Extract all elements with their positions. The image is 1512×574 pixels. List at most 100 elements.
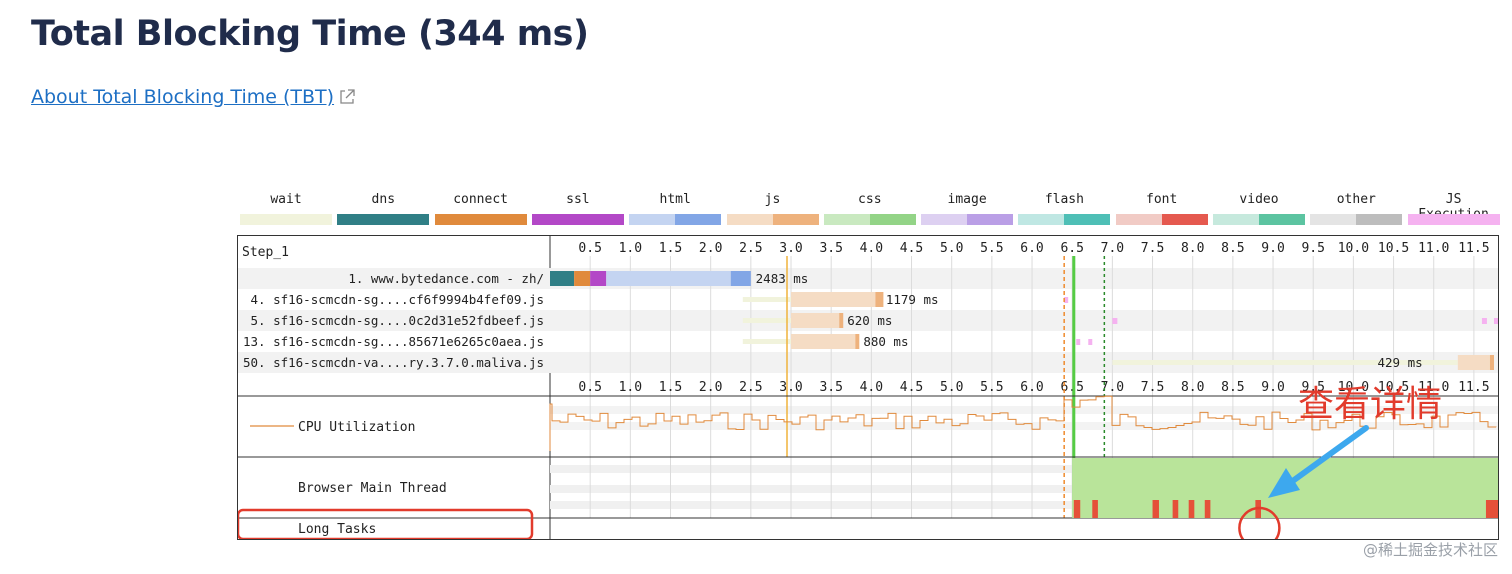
legend-item: font: [1115, 192, 1208, 228]
legend-swatch: [726, 214, 819, 225]
long-task-block: [1152, 500, 1159, 518]
request-bar-segment: [791, 334, 856, 349]
tick-label: 9.0: [1261, 241, 1284, 256]
legend-swatch: [337, 214, 430, 225]
request-label: 1. www.bytedance.com - zh/: [348, 271, 544, 286]
tick-label: 4.5: [900, 380, 923, 395]
request-bar-segment: [742, 339, 792, 344]
js-execution-mark: [1076, 339, 1081, 345]
cpu-band: [550, 422, 1498, 430]
main-thread-label: Browser Main Thread: [298, 481, 447, 496]
tick-label: 1.5: [659, 241, 682, 256]
legend-swatch: [1018, 214, 1111, 225]
legend-label: ssl: [566, 192, 590, 207]
cpu-utilization-label: CPU Utilization: [298, 420, 415, 435]
legend-swatch: [1213, 214, 1305, 225]
watermark: @稀土掘金技术社区: [1362, 541, 1498, 559]
js-execution-mark: [1088, 339, 1093, 345]
tick-label: 1.0: [619, 241, 642, 256]
tick-label: 7.5: [1141, 380, 1164, 395]
request-bar-segment: [590, 271, 607, 286]
request-bar-segment: [742, 297, 792, 302]
legend-item: js: [726, 192, 819, 228]
tick-label: 6.5: [1060, 241, 1083, 256]
request-row-bg: [238, 331, 1498, 352]
tick-label: 2.5: [739, 241, 762, 256]
legend-swatch: [434, 214, 527, 225]
tick-label: 2.0: [699, 380, 722, 395]
tick-label: 11.0: [1418, 241, 1449, 256]
tick-label: 8.0: [1181, 380, 1204, 395]
tick-label: 7.0: [1101, 380, 1124, 395]
tick-label: 4.0: [860, 380, 883, 395]
legend-item: video: [1213, 192, 1305, 228]
request-timing: 2483 ms: [756, 271, 809, 286]
request-label: 50. sf16-scmcdn-va....ry.3.7.0.maliva.js: [243, 355, 544, 370]
legend-swatch: [921, 214, 1014, 225]
tick-label: 10.0: [1338, 380, 1369, 395]
tick-label: 4.5: [900, 241, 923, 256]
legend-item: wait: [240, 192, 332, 228]
legend-label: wait: [270, 192, 302, 207]
request-timing: 1179 ms: [886, 292, 939, 307]
tick-label: 7.5: [1141, 241, 1164, 256]
request-row-bg: [238, 310, 1498, 331]
legend-swatch: [1407, 214, 1500, 225]
request-bar-segment: [839, 313, 844, 328]
legend-swatch: [1115, 214, 1208, 225]
tick-label: 10.5: [1378, 380, 1409, 395]
tick-label: 7.0: [1101, 241, 1124, 256]
tick-label: 6.0: [1020, 241, 1043, 256]
legend-swatch: [1310, 214, 1403, 225]
request-bar-segment: [791, 292, 876, 307]
legend-item: dns: [337, 192, 430, 228]
tick-label: 9.5: [1301, 380, 1324, 395]
legend-item: image: [921, 192, 1014, 228]
tick-label: 11.5: [1458, 380, 1489, 395]
request-bar-segment: [730, 271, 751, 286]
long-tasks-highlight-box: [236, 508, 534, 541]
legend-label: other: [1336, 192, 1376, 207]
request-bar-segment: [742, 318, 792, 323]
long-task-block: [1172, 500, 1179, 518]
request-row-bg: [238, 352, 1498, 373]
request-label: 5. sf16-scmcdn-sg....0c2d31e52fdbeef.js: [251, 313, 545, 328]
about-tbt-link[interactable]: About Total Blocking Time (TBT): [31, 86, 356, 108]
tick-label: 5.0: [940, 380, 963, 395]
request-bar-segment: [550, 271, 575, 286]
legend-swatch: [823, 214, 916, 225]
request-bar-segment: [1489, 355, 1494, 370]
tick-label: 5.0: [940, 241, 963, 256]
legend-item: html: [629, 192, 722, 228]
tick-label: 8.5: [1221, 380, 1244, 395]
annotation-arrow-head: [1268, 468, 1300, 498]
cpu-utilization-line: [549, 395, 1497, 451]
legend-label: js: [764, 192, 781, 207]
waterfall-svg: 0.5 1.0 1.5 2.0 2.5 3.0 3.5 4.0 4.5 5.0 5.5 6.0 6.5 7…: [236, 236, 1500, 550]
about-tbt-link-label: About Total Blocking Time (TBT): [31, 86, 335, 108]
tick-label: 5.5: [980, 241, 1003, 256]
main-thread-band: [550, 465, 1498, 473]
request-bar-segment: [1112, 360, 1458, 365]
legend-item: flash: [1018, 192, 1111, 228]
request-bar-segment: [791, 313, 840, 328]
legend-item: ssl: [531, 192, 624, 228]
tick-label: 3.5: [819, 380, 842, 395]
waterfall-legend: wait dns connect ssl html js css image flash font…: [240, 192, 1500, 228]
annotation-text: 查看详情: [1298, 384, 1442, 425]
long-task-block: [1073, 500, 1081, 518]
main-thread-band: [550, 485, 1498, 493]
request-bar-segment: [1457, 355, 1490, 370]
tick-label: 9.0: [1261, 380, 1284, 395]
long-task-block: [1092, 500, 1098, 518]
legend-label: html: [659, 192, 691, 207]
request-timing: 620 ms: [847, 313, 892, 328]
long-task-block: [1188, 500, 1195, 518]
page-title: Total Blocking Time (344 ms): [31, 14, 589, 54]
legend-label: video: [1239, 192, 1279, 207]
tick-label: 1.0: [619, 380, 642, 395]
js-execution-mark: [1112, 318, 1118, 324]
tick-label: 5.5: [980, 380, 1003, 395]
cpu-band: [550, 406, 1498, 414]
tick-label: 8.5: [1221, 241, 1244, 256]
